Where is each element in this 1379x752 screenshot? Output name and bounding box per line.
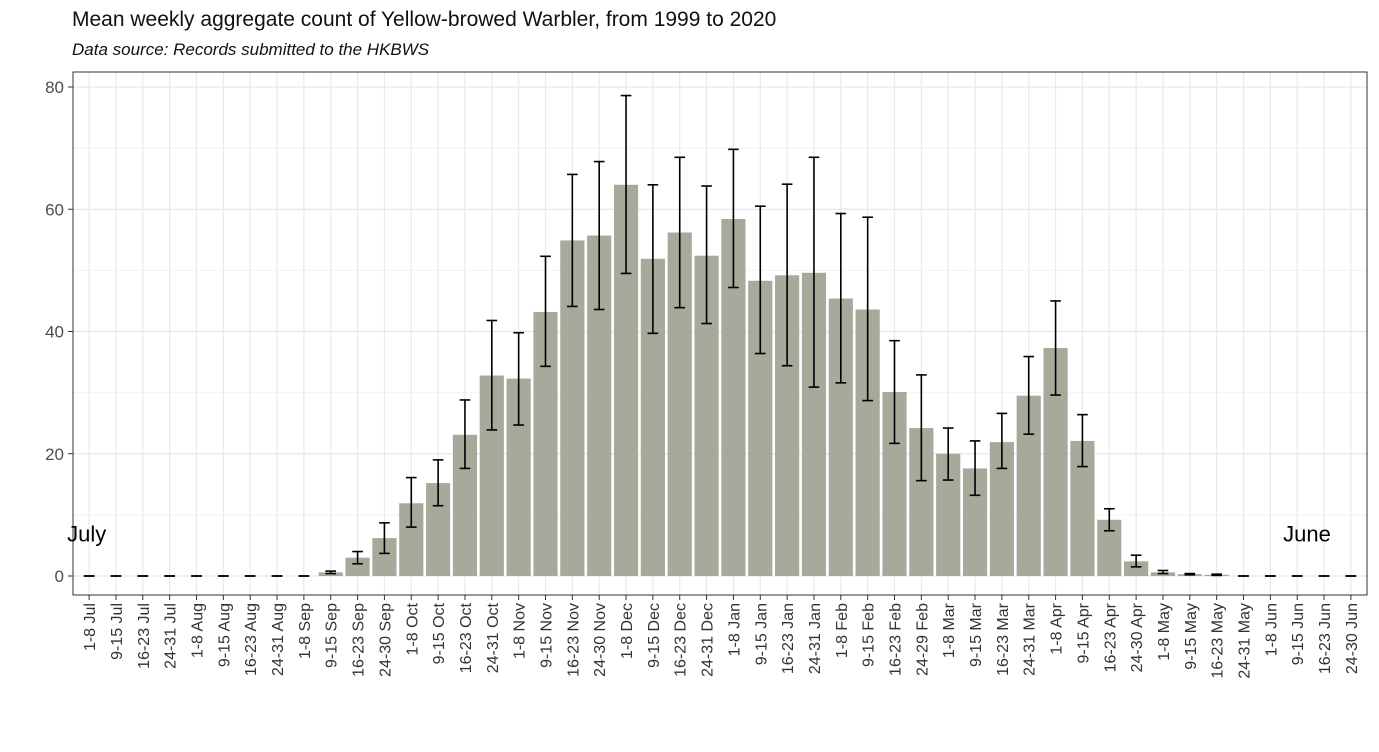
x-tick-label: 16-23 Jul — [136, 603, 153, 669]
x-tick-label: 24-31 Dec — [700, 603, 717, 677]
bar-layer — [318, 184, 1229, 577]
x-tick-label: 1-8 Jun — [1263, 603, 1280, 656]
x-tick-label: 9-15 Feb — [861, 603, 878, 667]
x-tick-label: 24-30 Jun — [1344, 603, 1361, 674]
x-tick-label: 1-8 Sep — [297, 603, 314, 659]
y-tick-label: 80 — [45, 78, 64, 97]
x-tick-label: 24-31 Mar — [1022, 602, 1039, 676]
x-tick-label: 9-15 Sep — [324, 603, 341, 668]
grid-layer — [73, 72, 1367, 595]
x-tick-label: 24-31 Jan — [807, 603, 824, 674]
x-tick-label: 16-23 Feb — [888, 603, 905, 676]
axis-layer: 0 20 40 60 80 1-8 Jul 9-15 Jul 16-23 Jul 24-31 J… — [45, 78, 1361, 679]
x-tick-label: 1-8 Jan — [726, 603, 743, 656]
x-tick-label: 16-23 Jun — [1317, 603, 1334, 674]
x-tick-label: 1-8 Jul — [82, 603, 99, 651]
x-tick-label: 9-15 Jun — [1290, 603, 1307, 665]
x-tick-label: 9-15 Jul — [109, 603, 126, 660]
x-tick-label: 24-29 Feb — [914, 603, 931, 676]
error-bar-layer — [83, 94, 1357, 577]
x-tick-label: 9-15 Nov — [538, 603, 555, 668]
x-tick-label: 1-8 Apr — [1049, 602, 1066, 654]
annotation-layer: July June — [67, 521, 1331, 546]
x-tick-label: 9-15 Apr — [1075, 602, 1092, 663]
x-tick-label: 1-8 Aug — [189, 603, 206, 658]
x-tick-label: 16-23 Nov — [565, 603, 582, 677]
x-tick-label: 1-8 Oct — [404, 602, 421, 655]
bar — [345, 557, 370, 576]
x-tick-label: 16-23 Aug — [243, 603, 260, 676]
x-tick-label: 1-8 Nov — [512, 603, 529, 659]
y-tick-label: 0 — [55, 567, 64, 586]
x-tick-label: 9-15 Jan — [753, 603, 770, 665]
x-tick-label: 16-23 Sep — [351, 603, 368, 677]
x-tick-label: 16-23 May — [1210, 603, 1227, 679]
x-tick-label: 16-23 Jan — [780, 603, 797, 674]
x-tick-label: 24-30 Sep — [377, 603, 394, 677]
x-tick-label: 16-23 Mar — [995, 602, 1012, 676]
annotation-june: June — [1283, 521, 1331, 546]
y-tick-label: 40 — [45, 323, 64, 342]
x-tick-label: 24-31 Aug — [270, 603, 287, 676]
x-tick-label: 24-30 Apr — [1129, 602, 1146, 672]
x-tick-label: 24-31 Oct — [485, 602, 502, 673]
x-tick-label: 24-31 Jul — [163, 603, 180, 669]
x-tick-label: 1-8 Mar — [941, 602, 958, 658]
x-tick-label: 16-23 Apr — [1102, 602, 1119, 672]
annotation-july: July — [67, 521, 106, 546]
x-tick-label: 1-8 Dec — [619, 603, 636, 659]
y-tick-label: 60 — [45, 200, 64, 219]
chart-title: Mean weekly aggregate count of Yellow-br… — [72, 8, 777, 31]
x-tick-label: 9-15 Oct — [431, 602, 448, 664]
x-tick-label: 9-15 May — [1183, 603, 1200, 670]
x-tick-label: 16-23 Oct — [458, 602, 475, 673]
x-tick-label: 16-23 Dec — [673, 603, 690, 677]
x-tick-label: 24-31 May — [1237, 603, 1254, 679]
bar — [1124, 561, 1149, 576]
x-tick-label: 24-30 Nov — [592, 603, 609, 677]
x-tick-label: 1-8 Feb — [834, 603, 851, 658]
plot-panel-border — [72, 71, 1368, 596]
x-tick-label: 9-15 Dec — [646, 603, 663, 668]
x-tick-label: 9-15 Mar — [968, 602, 985, 667]
x-tick-label: 1-8 May — [1156, 603, 1173, 661]
y-tick-label: 20 — [45, 445, 64, 464]
chart-subtitle: Data source: Records submitted to the HK… — [72, 40, 430, 59]
x-tick-label: 9-15 Aug — [216, 603, 233, 667]
